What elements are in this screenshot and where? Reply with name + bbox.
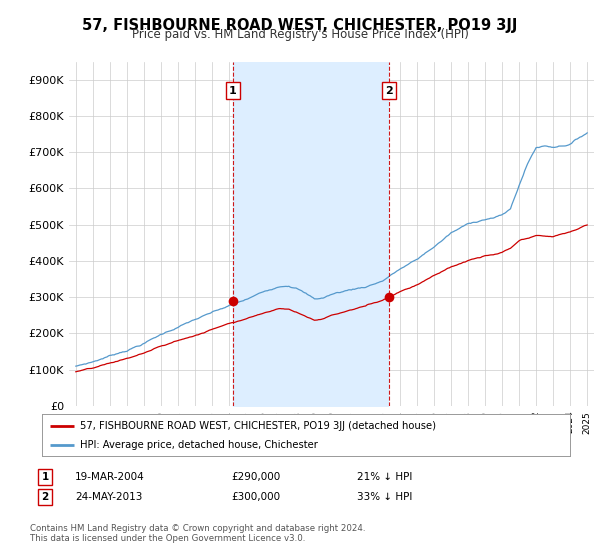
Text: £290,000: £290,000 xyxy=(231,472,280,482)
Text: Contains HM Land Registry data © Crown copyright and database right 2024.
This d: Contains HM Land Registry data © Crown c… xyxy=(30,524,365,543)
Text: £300,000: £300,000 xyxy=(231,492,280,502)
Text: 57, FISHBOURNE ROAD WEST, CHICHESTER, PO19 3JJ: 57, FISHBOURNE ROAD WEST, CHICHESTER, PO… xyxy=(82,18,518,33)
Text: 1: 1 xyxy=(41,472,49,482)
Text: 1: 1 xyxy=(229,86,236,96)
Text: 57, FISHBOURNE ROAD WEST, CHICHESTER, PO19 3JJ (detached house): 57, FISHBOURNE ROAD WEST, CHICHESTER, PO… xyxy=(80,421,436,431)
Text: 2: 2 xyxy=(385,86,393,96)
Text: HPI: Average price, detached house, Chichester: HPI: Average price, detached house, Chic… xyxy=(80,440,318,450)
Text: 19-MAR-2004: 19-MAR-2004 xyxy=(75,472,145,482)
Text: 2: 2 xyxy=(41,492,49,502)
Text: Price paid vs. HM Land Registry's House Price Index (HPI): Price paid vs. HM Land Registry's House … xyxy=(131,28,469,41)
Text: 21% ↓ HPI: 21% ↓ HPI xyxy=(357,472,412,482)
Text: 33% ↓ HPI: 33% ↓ HPI xyxy=(357,492,412,502)
Text: 24-MAY-2013: 24-MAY-2013 xyxy=(75,492,142,502)
